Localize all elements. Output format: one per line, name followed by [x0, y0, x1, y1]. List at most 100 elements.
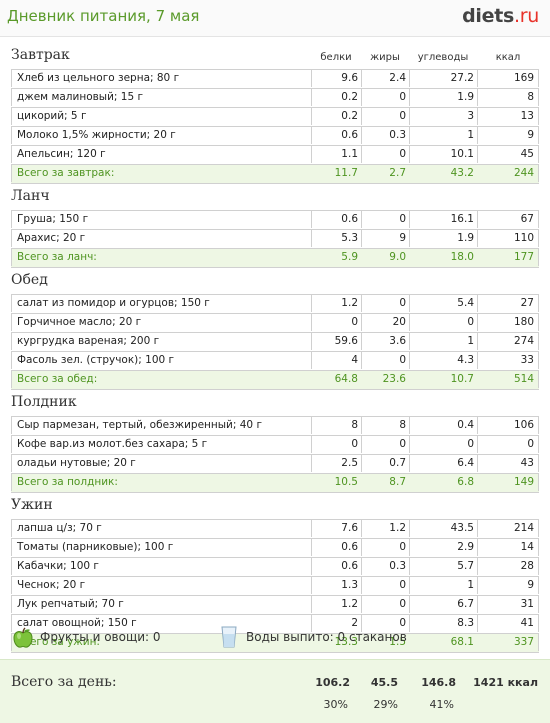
meal-total-row: Всего за обед: 64.8 23.6 10.7 514: [11, 370, 539, 390]
kcal-cell: 45: [477, 146, 539, 163]
protein-cell: 0: [311, 314, 361, 331]
apple-icon: [13, 627, 33, 648]
carbs-cell: 0: [409, 436, 477, 453]
meal-header: Завтрак белки жиры углеводы ккал: [0, 43, 550, 69]
item-name[interactable]: цикорий; 5 г: [11, 108, 311, 125]
carbs-cell: 68.1: [409, 634, 477, 651]
food-row: салат овощной; 150 г 2 0 8.3 41: [11, 614, 539, 633]
item-name[interactable]: Сыр пармезан, тертый, обезжиренный; 40 г: [11, 417, 311, 434]
protein-cell: 11.7: [311, 165, 361, 182]
carbs-cell: 6.4: [409, 455, 477, 472]
protein-cell: 5.9: [311, 249, 361, 266]
carbs-cell: 6.7: [409, 596, 477, 613]
fat-cell: 1.2: [361, 520, 409, 537]
fat-cell: 0: [361, 577, 409, 594]
carbs-cell: 1: [409, 577, 477, 594]
food-row: Томаты (парниковые); 100 г 0.6 0 2.9 14: [11, 538, 539, 557]
protein-cell: 2.5: [311, 455, 361, 472]
logo-main: diets: [462, 5, 514, 27]
kcal-cell: 43: [477, 455, 539, 472]
fat-cell: 0.3: [361, 127, 409, 144]
fat-cell: 8: [361, 417, 409, 434]
carbs-cell: 1: [409, 127, 477, 144]
kcal-cell: 110: [477, 230, 539, 247]
site-logo[interactable]: diets.ru: [462, 5, 539, 27]
kcal-cell: 13: [477, 108, 539, 125]
protein-cell: 1.2: [311, 596, 361, 613]
protein-cell: 0.2: [311, 89, 361, 106]
item-name[interactable]: оладьи нутовые; 20 г: [11, 455, 311, 472]
day-total-protein: 106.2: [315, 676, 350, 689]
item-name[interactable]: салат овощной; 150 г: [11, 615, 311, 632]
protein-cell: 13.3: [311, 634, 361, 651]
item-name: Всего за завтрак:: [11, 165, 311, 182]
carbs-cell: 10.1: [409, 146, 477, 163]
item-name[interactable]: джем малиновый; 15 г: [11, 89, 311, 106]
item-name[interactable]: Лук репчатый; 70 г: [11, 596, 311, 613]
protein-cell: 64.8: [311, 371, 361, 388]
day-protein-percent: 30%: [323, 698, 348, 711]
logo-suffix: .ru: [514, 5, 539, 27]
fat-cell: 0: [361, 539, 409, 556]
day-total-kcal: 1421 ккал: [473, 676, 538, 689]
fat-cell: 0: [361, 89, 409, 106]
protein-cell: 10.5: [311, 474, 361, 491]
protein-cell: 1.2: [311, 295, 361, 312]
kcal-cell: 8: [477, 89, 539, 106]
carbs-cell: 8.3: [409, 615, 477, 632]
item-name: Всего за ланч:: [11, 249, 311, 266]
item-name[interactable]: Кабачки; 100 г: [11, 558, 311, 575]
food-row: кургрудка вареная; 200 г 59.6 3.6 1 274: [11, 332, 539, 351]
kcal-cell: 149: [477, 474, 539, 491]
day-carbs-percent: 41%: [429, 698, 454, 711]
fat-cell: 0: [361, 596, 409, 613]
fat-cell: 9: [361, 230, 409, 247]
item-name[interactable]: Груша; 150 г: [11, 211, 311, 228]
day-total-panel: Всего за день: 106.2 45.5 146.8 1421 кка…: [0, 659, 550, 723]
item-name[interactable]: Томаты (парниковые); 100 г: [11, 539, 311, 556]
carbs-cell: 18.0: [409, 249, 477, 266]
item-name[interactable]: Чеснок; 20 г: [11, 577, 311, 594]
food-row: Кабачки; 100 г 0.6 0.3 5.7 28: [11, 557, 539, 576]
carbs-cell: 3: [409, 108, 477, 125]
food-row: лапша ц/з; 70 г 7.6 1.2 43.5 214: [11, 519, 539, 538]
fat-cell: 8.7: [361, 474, 409, 491]
meal-total-row: Всего за завтрак: 11.7 2.7 43.2 244: [11, 164, 539, 184]
carbs-cell: 43.2: [409, 165, 477, 182]
item-name[interactable]: Арахис; 20 г: [11, 230, 311, 247]
item-name[interactable]: Молоко 1,5% жирности; 20 г: [11, 127, 311, 144]
protein-cell: 2: [311, 615, 361, 632]
meal-header: Ланч: [0, 184, 550, 210]
page-title: Дневник питания, 7 мая: [7, 7, 200, 25]
fat-cell: 0.3: [361, 558, 409, 575]
item-name[interactable]: Фасоль зел. (стручок); 100 г: [11, 352, 311, 369]
food-row: оладьи нутовые; 20 г 2.5 0.7 6.4 43: [11, 454, 539, 473]
food-row: Груша; 150 г 0.6 0 16.1 67: [11, 210, 539, 229]
item-name[interactable]: кургрудка вареная; 200 г: [11, 333, 311, 350]
fat-cell: 0: [361, 352, 409, 369]
carbs-cell: 1.9: [409, 230, 477, 247]
kcal-cell: 244: [477, 165, 539, 182]
fat-cell: 2.7: [361, 165, 409, 182]
kcal-cell: 67: [477, 211, 539, 228]
item-name[interactable]: лапша ц/з; 70 г: [11, 520, 311, 537]
food-row: Апельсин; 120 г 1.1 0 10.1 45: [11, 145, 539, 164]
item-name[interactable]: Кофе вар.из молот.без сахара; 5 г: [11, 436, 311, 453]
carbs-cell: 0.4: [409, 417, 477, 434]
item-name[interactable]: Апельсин; 120 г: [11, 146, 311, 163]
protein-cell: 8: [311, 417, 361, 434]
fat-cell: 0: [361, 615, 409, 632]
fat-cell: 0: [361, 436, 409, 453]
kcal-cell: 27: [477, 295, 539, 312]
item-name[interactable]: салат из помидор и огурцов; 150 г: [11, 295, 311, 312]
item-name: Всего за обед:: [11, 371, 311, 388]
meal-header: Обед: [0, 268, 550, 294]
item-name[interactable]: Хлеб из цельного зерна; 80 г: [11, 70, 311, 87]
carbs-cell: 1: [409, 333, 477, 350]
item-name[interactable]: Горчичное масло; 20 г: [11, 314, 311, 331]
fat-cell: 9.0: [361, 249, 409, 266]
fruits-veg-counter: Фрукты и овощи: 0: [40, 630, 161, 644]
item-name: Всего за полдник:: [11, 474, 311, 491]
protein-cell: 7.6: [311, 520, 361, 537]
kcal-cell: 33: [477, 352, 539, 369]
